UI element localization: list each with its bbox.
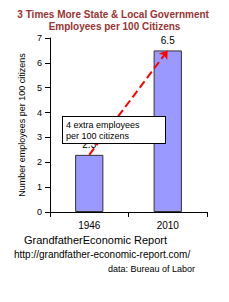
- svg-text:6.5: 6.5: [161, 35, 175, 46]
- svg-text:0: 0: [37, 207, 42, 217]
- svg-text:4 extra employees: 4 extra employees: [66, 120, 142, 130]
- svg-text:1: 1: [37, 182, 42, 192]
- svg-text:2.3: 2.3: [82, 139, 97, 151]
- svg-text:http://grandfather-economic-re: http://grandfather-economic-report.com/: [14, 249, 190, 260]
- svg-text:GrandfatherEconomic Report: GrandfatherEconomic Report: [24, 234, 167, 246]
- svg-text:5: 5: [37, 83, 42, 93]
- svg-text:6: 6: [37, 58, 42, 68]
- svg-text:2010: 2010: [157, 220, 180, 231]
- svg-text:2: 2: [37, 157, 42, 167]
- svg-text:data: Bureau of Labor: data: Bureau of Labor: [108, 264, 195, 274]
- svg-text:Employees per 100 Citizens: Employees per 100 Citizens: [49, 21, 181, 32]
- svg-text:3 Times More State & Local Gov: 3 Times More State & Local Government: [17, 9, 211, 20]
- svg-text:1946: 1946: [78, 220, 101, 231]
- svg-text:7: 7: [37, 33, 42, 43]
- svg-text:Number employees per 100 citiz: Number employees per 100 citizens: [17, 53, 27, 197]
- svg-text:per 100 citizens: per 100 citizens: [66, 131, 130, 141]
- svg-text:3: 3: [37, 132, 42, 142]
- svg-text:4: 4: [37, 108, 42, 118]
